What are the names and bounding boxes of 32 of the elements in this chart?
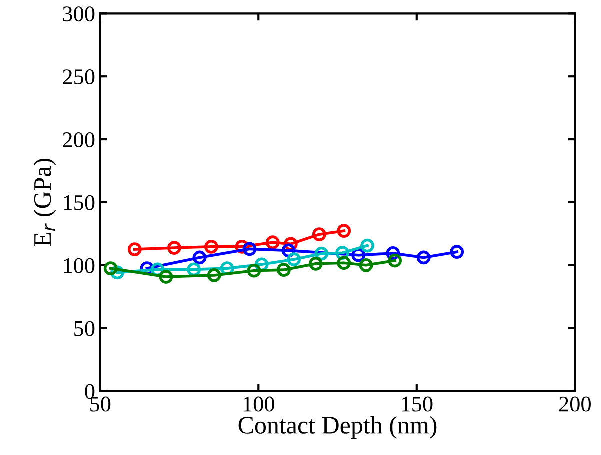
point [450,245,464,260]
y-tick-label: 300 [63,6,95,22]
point [312,228,326,242]
point [360,238,374,253]
y-tick-label: 100 [64,258,95,274]
point [204,240,218,254]
point [416,250,431,265]
x-axis-title: Contact Depth (nm) [238,416,437,439]
y-tick-label: 50 [74,321,95,336]
point [242,242,257,256]
x-tick-label: 100 [244,396,274,412]
point [337,224,352,238]
y-axis-title: E$_{r}$ (GPa) [34,158,56,247]
x-tick-label: 200 [559,396,591,412]
point [159,270,174,284]
point [287,252,302,267]
point [247,264,262,278]
point [192,250,207,265]
point [308,256,323,271]
y-tick-label: 200 [63,132,95,148]
point [359,258,374,272]
point [128,242,142,256]
point [388,254,402,268]
y-tick-label: 250 [63,70,95,85]
point [104,262,118,276]
point [266,236,280,250]
point [167,241,182,255]
x-tick-label: 150 [402,396,433,412]
y-tick-label: 150 [64,195,95,210]
point [337,256,352,270]
point [207,268,222,282]
point [277,263,291,278]
